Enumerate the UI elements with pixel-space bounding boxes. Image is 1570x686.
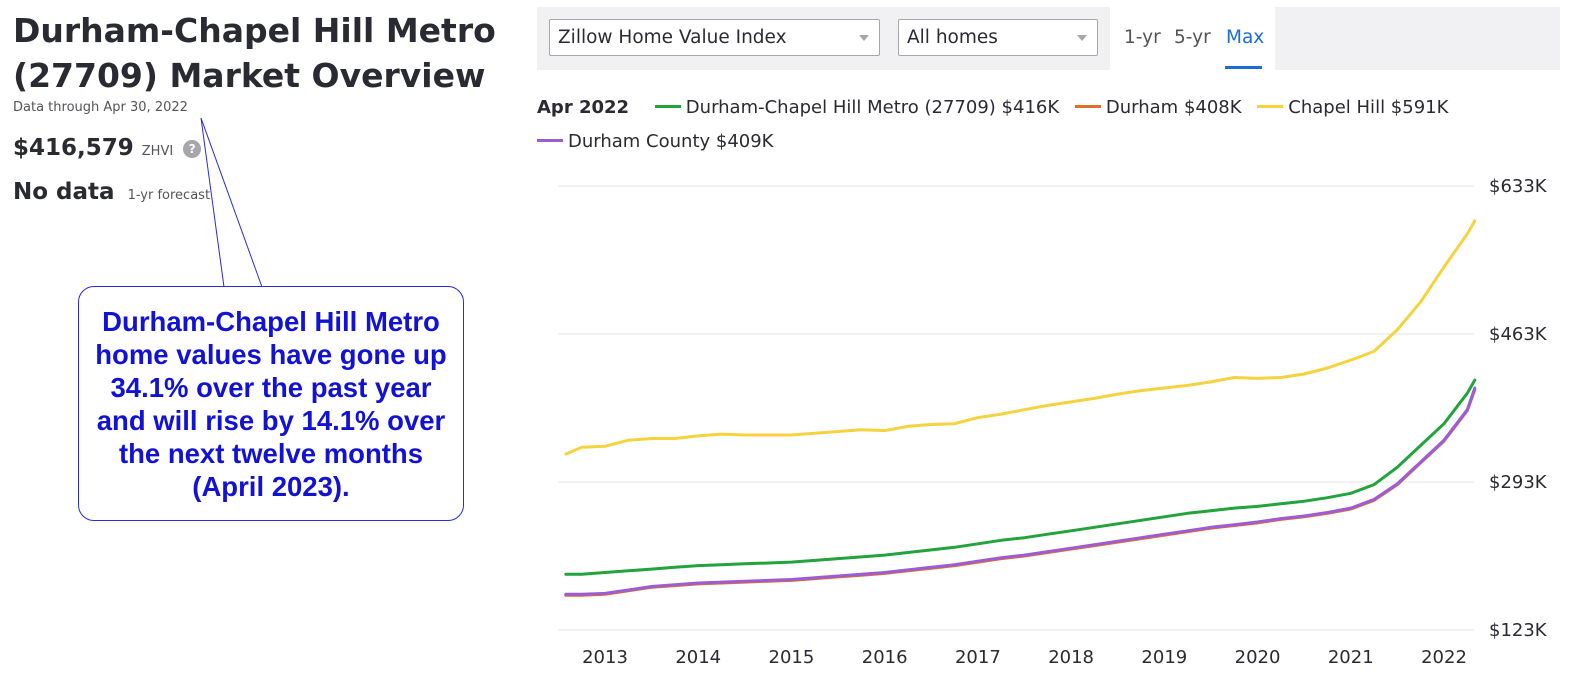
callout-text: Durham-Chapel Hill Metro home values hav… [91, 305, 450, 503]
zhvi-label: ZHVI [141, 144, 174, 159]
x-tick-label: 2013 [582, 647, 628, 668]
index-select[interactable]: Zillow Home Value Index [549, 19, 880, 56]
callout-line: and will rise by 14.1% over [96, 404, 446, 436]
chart-legend: Apr 2022 Durham-Chapel Hill Metro (27709… [537, 91, 1477, 159]
tab-max[interactable]: Max [1226, 27, 1265, 48]
legend-swatch [1257, 104, 1284, 108]
legend-item-durham[interactable]: Durham $408K [1074, 91, 1242, 125]
series-line-chapel-hill[interactable] [564, 219, 1477, 456]
legend-date: Apr 2022 [537, 97, 630, 118]
tab-5-yr[interactable]: 5-yr [1174, 27, 1211, 48]
overview-panel: Durham-Chapel Hill Metro (27709) Market … [13, 8, 513, 205]
series-line-durham-county[interactable] [564, 386, 1477, 596]
series-line-durham-chapel-hill-metro-27709[interactable] [564, 378, 1477, 576]
y-tick-label: $633K [1489, 176, 1548, 197]
legend-label: Durham $408K [1105, 97, 1242, 118]
x-tick-label: 2016 [862, 647, 908, 668]
legend-label: Durham-Chapel Hill Metro (27709) $416K [685, 97, 1060, 118]
forecast-row: No data 1-yr forecast [13, 179, 513, 205]
index-select-value: Zillow Home Value Index [558, 27, 787, 48]
callout-line: Durham-Chapel Hill Metro [102, 305, 440, 337]
callout-pointer-line-right [200, 117, 263, 288]
x-tick-label: 2021 [1328, 647, 1374, 668]
page-title-line-2: (27709) Market Overview [13, 56, 486, 95]
zhvi-row: $416,579 ZHVI ? [13, 135, 513, 161]
legend-swatch [1074, 104, 1101, 108]
callout-line: (April 2023). [192, 470, 350, 502]
callout-pointer-line-left [200, 117, 225, 288]
forecast-label: 1-yr forecast [127, 188, 211, 203]
y-tick-label: $123K [1489, 620, 1548, 641]
x-tick-label: 2017 [955, 647, 1001, 668]
chevron-down-icon [859, 35, 869, 41]
y-tick-label: $293K [1489, 472, 1548, 493]
callout-line: the next twelve months [118, 437, 424, 469]
x-tick-label: 2019 [1141, 647, 1187, 668]
x-tick-label: 2020 [1235, 647, 1281, 668]
forecast-value: No data [13, 179, 115, 205]
callout-box: Durham-Chapel Hill Metro home values hav… [78, 286, 464, 521]
legend-label: Durham County $409K [568, 131, 774, 152]
page-title: Durham-Chapel Hill Metro (27709) Market … [13, 8, 513, 98]
legend-item-durham-county[interactable]: Durham County $409K [537, 125, 774, 159]
legend-item-chapel-hill[interactable]: Chapel Hill $591K [1257, 91, 1448, 125]
x-tick-label: 2014 [675, 647, 721, 668]
chart-toolbar: Zillow Home Value Index All homes 1-yr 5… [537, 7, 1560, 70]
page-title-line-1: Durham-Chapel Hill Metro [13, 11, 496, 50]
x-tick-label: 2022 [1421, 647, 1467, 668]
legend-item-metro[interactable]: Durham-Chapel Hill Metro (27709) $416K [654, 91, 1060, 125]
legend-swatch [537, 138, 563, 142]
zhvi-value: $416,579 [13, 135, 134, 161]
x-tick-label: 2018 [1048, 647, 1094, 668]
callout-line: home values have gone up [95, 338, 447, 370]
x-tick-label: 2015 [769, 647, 815, 668]
callout-line: 34.1% over the past year [110, 371, 432, 403]
legend-swatch [654, 104, 681, 108]
home-type-select-value: All homes [907, 27, 998, 48]
home-type-select[interactable]: All homes [898, 19, 1098, 56]
chevron-down-icon [1077, 35, 1087, 41]
question-icon[interactable]: ? [183, 140, 202, 158]
active-tab-underline [1225, 66, 1262, 69]
data-date: Data through Apr 30, 2022 [13, 100, 188, 115]
legend-label: Chapel Hill $591K [1288, 97, 1449, 118]
y-tick-label: $463K [1489, 324, 1548, 345]
range-tabs: 1-yr 5-yr Max [1110, 7, 1275, 70]
tab-1-yr[interactable]: 1-yr [1124, 27, 1161, 48]
